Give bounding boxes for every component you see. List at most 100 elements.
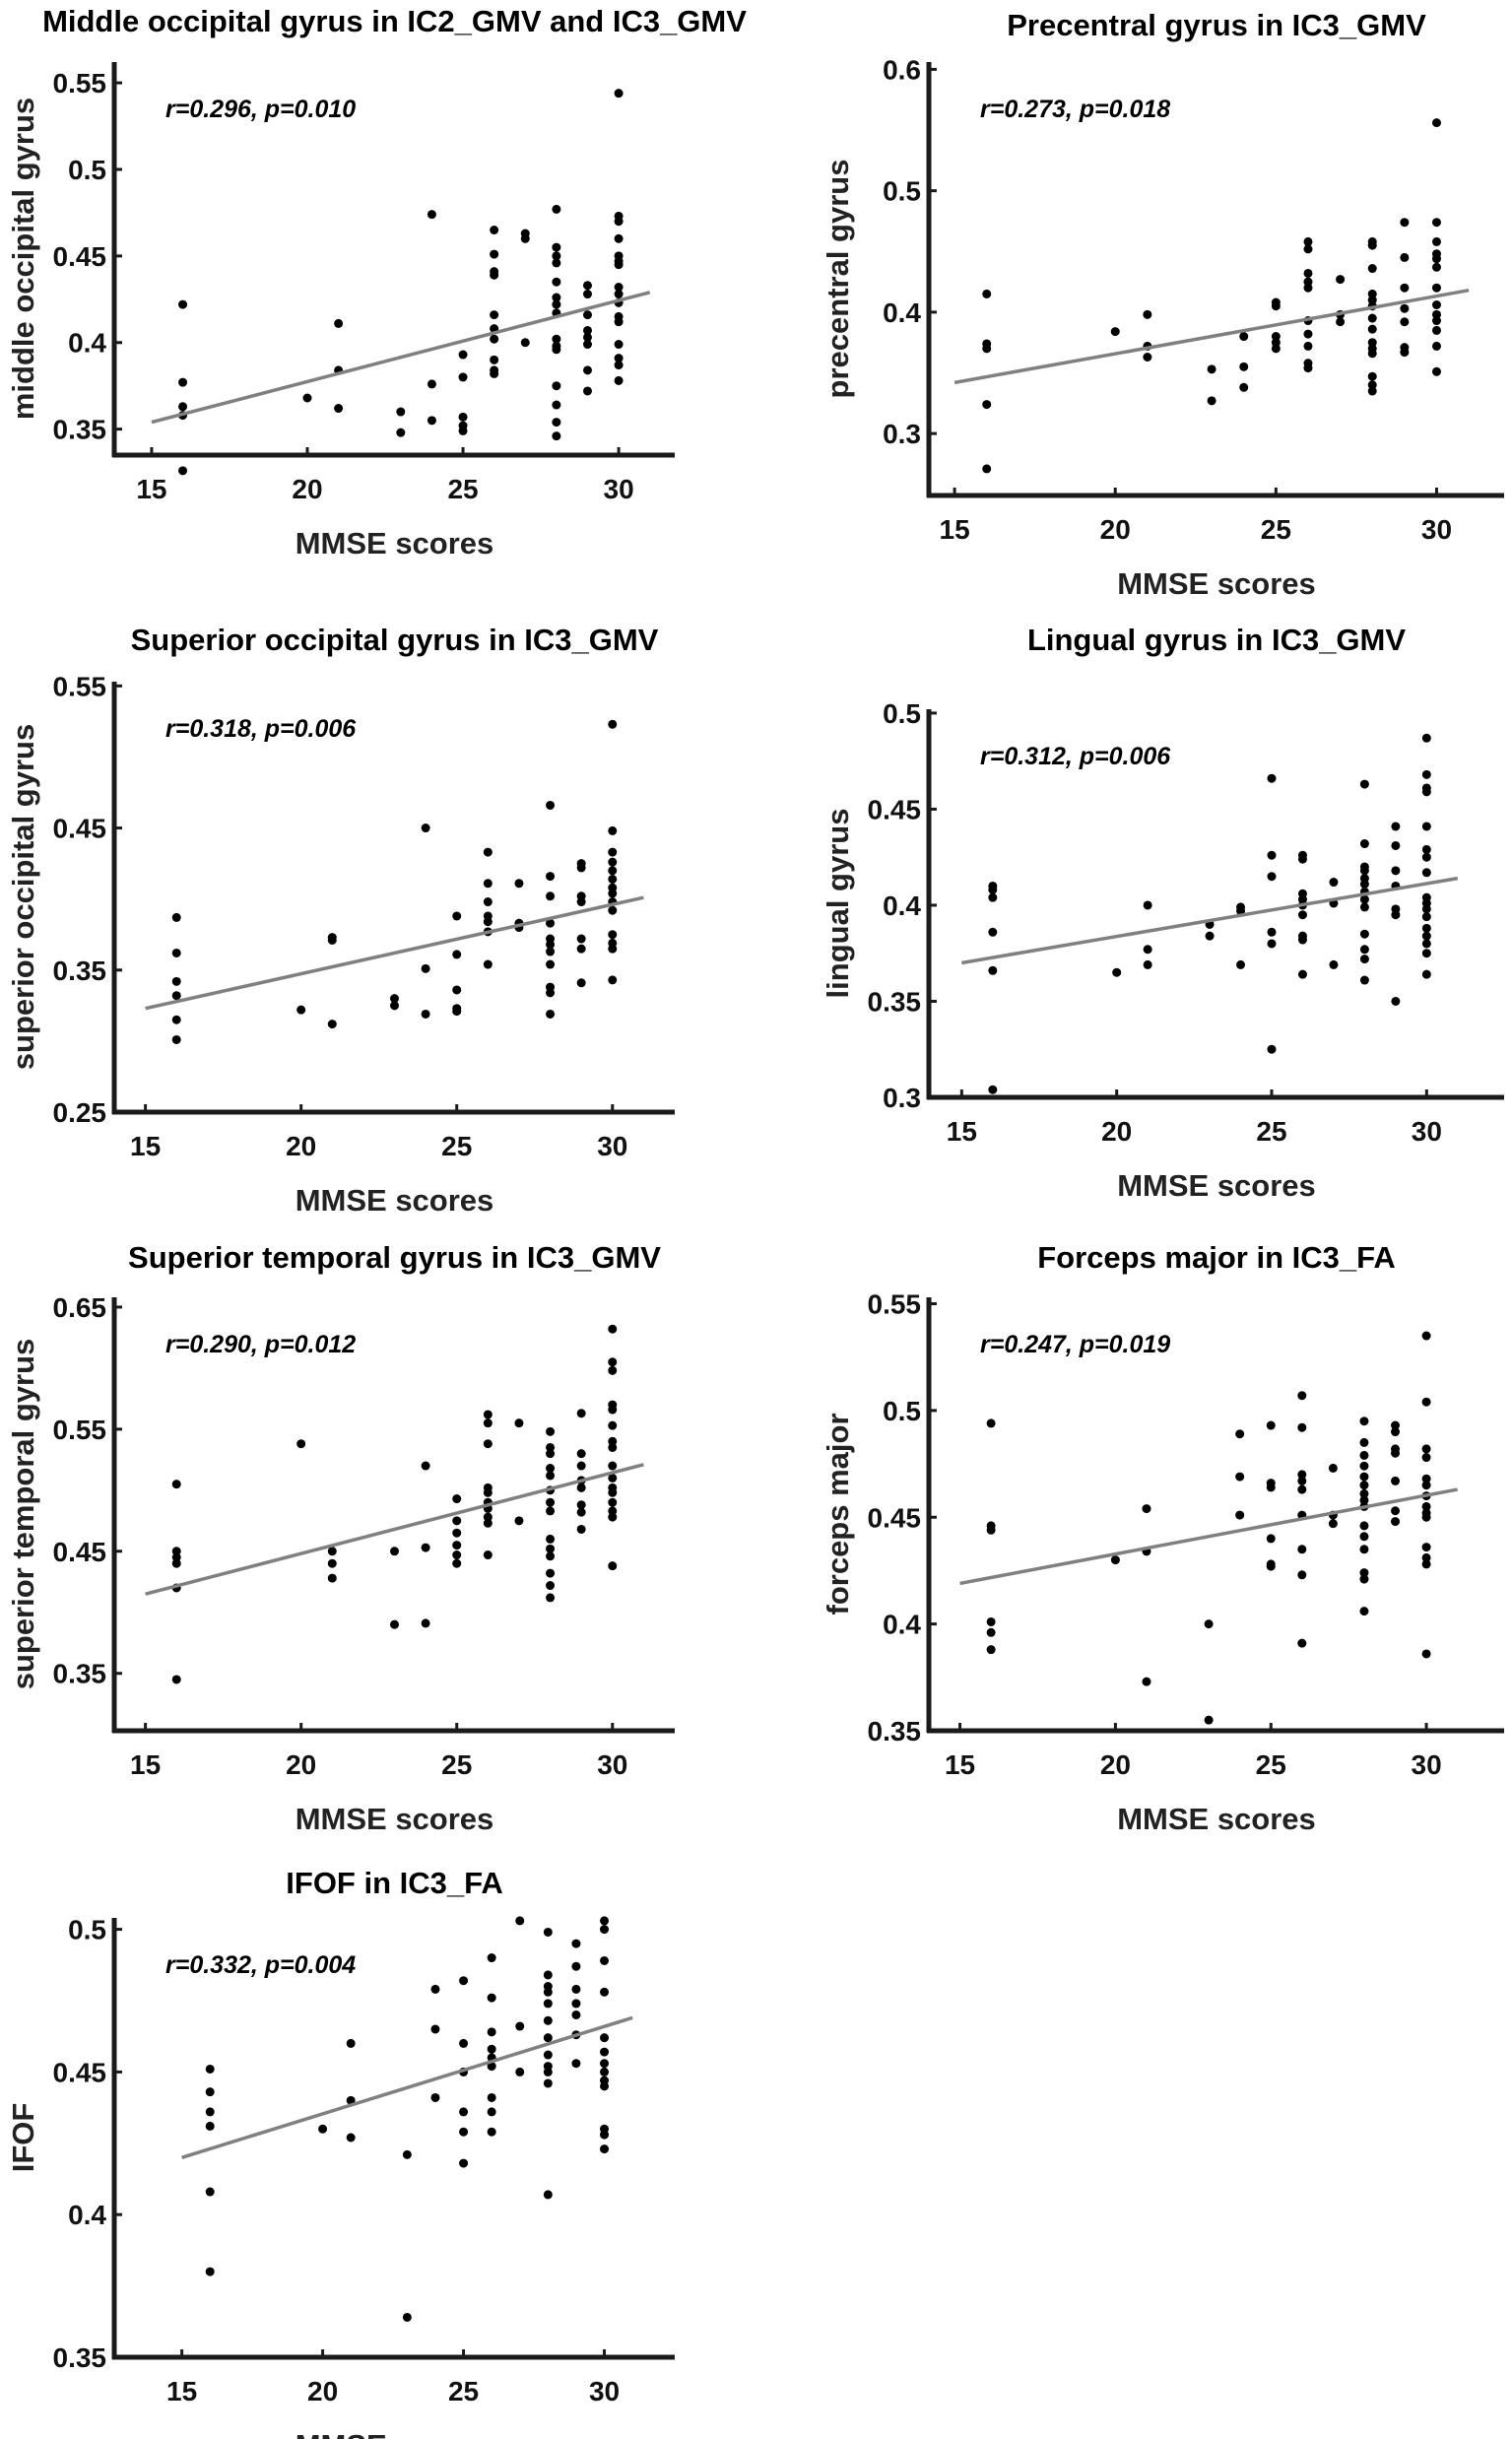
data-point — [1359, 975, 1369, 985]
data-point — [614, 375, 624, 385]
correlation-annotation: r=0.296, p=0.010 — [165, 96, 356, 123]
data-point — [1431, 341, 1441, 351]
data-point — [1328, 1463, 1338, 1473]
data-point — [600, 2033, 610, 2043]
data-point — [452, 1550, 462, 1560]
data-point — [483, 847, 493, 857]
data-point — [1303, 277, 1313, 287]
chart-title: IFOF in IC3_FA — [286, 1866, 502, 1900]
data-point — [1421, 1444, 1431, 1454]
data-point — [421, 1543, 430, 1552]
data-point — [1431, 218, 1441, 228]
scatter-panel-5: Superior temporal gyrus in IC3_GMV 15 20 25… — [6, 1240, 675, 1836]
y-tick-label: 0.25 — [53, 1097, 107, 1128]
data-point — [1303, 244, 1313, 254]
data-point — [576, 1500, 586, 1510]
data-point — [171, 1552, 181, 1562]
data-point — [988, 892, 998, 902]
data-point — [1267, 1044, 1277, 1054]
y-tick-label: 0.4 — [883, 890, 921, 921]
data-point — [543, 2078, 553, 2088]
data-point — [543, 1999, 553, 2009]
data-point — [1297, 1422, 1307, 1432]
scatter-panel-2: Precentral gyrus in IC3_GMV 15 20 25 30 0.3 0.… — [821, 8, 1504, 601]
data-point — [546, 1593, 556, 1603]
y-tick-label: 0.3 — [883, 1083, 921, 1113]
data-point — [576, 1409, 586, 1418]
data-point — [552, 258, 561, 268]
data-point — [546, 1464, 556, 1474]
data-point — [1239, 362, 1249, 371]
data-point — [1110, 327, 1120, 337]
data-point — [490, 249, 499, 259]
data-point — [452, 985, 462, 995]
x-tick-label: 30 — [1412, 1749, 1442, 1780]
data-point — [600, 1987, 610, 1997]
data-point — [614, 283, 624, 293]
data-point — [483, 917, 493, 927]
y-tick-label: 0.3 — [883, 419, 921, 449]
data-point — [390, 1001, 399, 1011]
data-point — [1431, 236, 1441, 246]
data-point — [1400, 317, 1410, 327]
data-point — [1431, 366, 1441, 376]
x-tick-label: 20 — [292, 474, 322, 504]
chart-title: Superior temporal gyrus in IC3_GMV — [128, 1240, 661, 1275]
data-point — [546, 918, 556, 928]
data-point — [582, 332, 592, 342]
data-point — [582, 340, 592, 350]
data-point — [514, 1516, 524, 1526]
data-point — [1367, 338, 1377, 348]
x-tick-label: 20 — [307, 2376, 338, 2406]
data-point — [515, 1916, 525, 1926]
y-axis-label: IFOF — [6, 2103, 40, 2173]
data-point — [571, 2059, 581, 2069]
data-point — [608, 1324, 618, 1334]
data-point — [1391, 1476, 1401, 1485]
data-point — [543, 2190, 553, 2200]
x-tick-label: 15 — [166, 2376, 197, 2406]
data-point — [1359, 894, 1369, 904]
data-point — [986, 1418, 996, 1428]
y-tick-label: 0.55 — [53, 671, 107, 701]
data-point — [988, 885, 998, 894]
data-point — [458, 412, 468, 422]
data-point — [546, 1544, 556, 1553]
data-point — [1421, 1481, 1431, 1490]
correlation-annotation: r=0.318, p=0.006 — [165, 715, 357, 743]
data-point — [171, 1015, 181, 1024]
data-point — [1303, 236, 1313, 246]
data-point — [1267, 872, 1277, 882]
y-tick-label: 0.35 — [53, 956, 107, 986]
data-point — [546, 800, 556, 810]
y-tick-label: 0.5 — [68, 155, 106, 185]
data-point — [1391, 866, 1401, 876]
data-point — [171, 948, 181, 957]
y-tick-label: 0.5 — [68, 1915, 106, 1945]
data-point — [1303, 329, 1313, 339]
data-point — [1359, 1568, 1369, 1578]
data-point — [1359, 1495, 1369, 1505]
data-point — [1204, 1619, 1214, 1629]
data-point — [1142, 1504, 1151, 1514]
data-point — [1391, 822, 1401, 831]
x-axis-label: MMSE scores — [296, 2428, 494, 2439]
data-point — [1359, 1521, 1369, 1531]
data-point — [1235, 1510, 1245, 1520]
x-tick-label: 25 — [441, 1749, 472, 1780]
data-point — [576, 978, 586, 988]
data-point — [614, 340, 624, 350]
data-point — [576, 1507, 586, 1517]
data-point — [546, 940, 556, 950]
data-point — [514, 879, 524, 889]
data-point — [487, 2107, 496, 2117]
data-point — [1359, 1472, 1369, 1482]
regression-line — [959, 1487, 1458, 1586]
x-tick-label: 20 — [286, 1131, 316, 1161]
data-point — [552, 334, 561, 344]
x-tick-label: 30 — [604, 474, 634, 504]
chart-title: Lingual gyrus in IC3_GMV — [1027, 623, 1406, 657]
y-tick-label: 0.6 — [883, 54, 921, 85]
data-point — [452, 1494, 462, 1504]
data-point — [1207, 364, 1216, 374]
